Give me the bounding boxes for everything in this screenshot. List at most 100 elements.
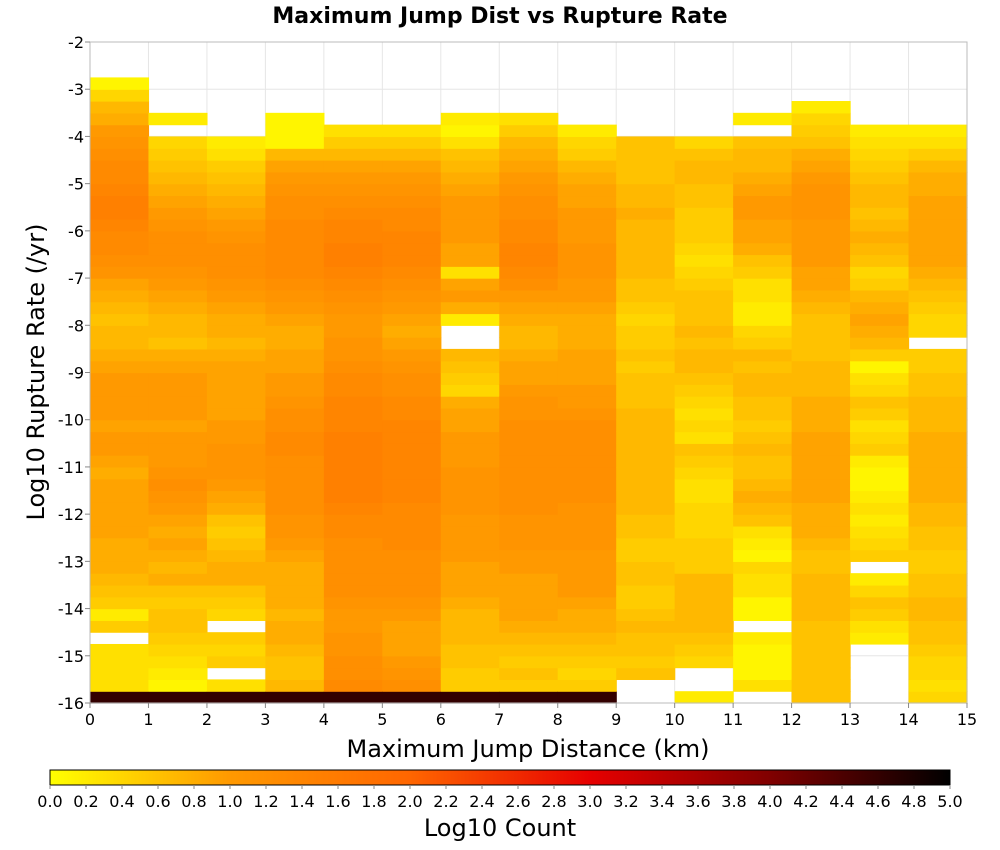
heatmap-cell [616,278,676,291]
heatmap-cell [440,655,500,669]
heatmap-cell [674,537,734,551]
heatmap-cell [791,124,851,138]
heatmap-cell [148,337,208,350]
heatmap-cell [791,478,851,492]
heatmap-cell [616,407,676,421]
heatmap-cell [791,337,851,350]
heatmap-cell [674,655,734,669]
heatmap-cell [557,407,617,421]
heatmap-cell [674,313,734,326]
heatmap-cell [265,632,325,645]
heatmap-cell [382,466,442,480]
heatmap-cell [148,313,208,326]
heatmap-cell [791,655,851,669]
heatmap-cell [90,101,150,114]
heatmap-cell [90,219,150,232]
heatmap-cell [557,301,617,315]
heatmap-cell [791,643,851,657]
colorbar-tick-label: 2.0 [397,792,422,811]
heatmap-cell [733,278,793,291]
x-tick-label: 9 [611,710,621,729]
heatmap-cell [908,124,968,138]
heatmap-cell [440,289,500,303]
colorbar-tick-label: 1.0 [217,792,242,811]
heatmap-cell [265,207,325,220]
heatmap-cell [90,443,150,456]
heatmap-cell [674,419,734,433]
heatmap-cell [908,502,968,515]
heatmap-cell [382,573,442,586]
heatmap-cell [557,655,617,669]
colorbar-tick-label: 5.0 [937,792,962,811]
heatmap-cell [382,584,442,598]
heatmap-cell [733,514,793,527]
heatmap-cell [440,396,500,409]
y-tick-label: -5 [68,175,84,194]
heatmap-cell [908,431,968,444]
heatmap-cell [206,443,266,456]
heatmap-cell [323,372,383,385]
heatmap-cell [323,325,383,338]
heatmap-cell [850,620,910,633]
heatmap-cell [90,160,150,173]
heatmap-cell [499,337,559,350]
heatmap-cell [616,325,676,338]
heatmap-cell [791,219,851,232]
heatmap-cell [440,148,500,161]
x-tick-label: 1 [143,710,153,729]
heatmap-cell [908,313,968,326]
heatmap-cell [733,254,793,267]
heatmap-cell [733,136,793,149]
heatmap-cell [90,112,150,126]
heatmap-cell [440,667,500,680]
heatmap-cell [557,514,617,527]
heatmap-cell [791,537,851,551]
heatmap-cell [440,525,500,539]
heatmap-cell [674,219,734,232]
heatmap-cell [674,207,734,220]
heatmap-cell [557,537,617,551]
heatmap-cell [90,667,150,680]
heatmap-cell [323,514,383,527]
heatmap-cell [557,584,617,598]
heatmap-cell [616,608,676,621]
heatmap-cell [616,431,676,444]
heatmap-cell [206,254,266,267]
colorbar-ticks: 0.0 0.2 0.4 0.6 0.8 1.0 1.2 1.4 1.6 1.8 2.0 2.2 2.4 2… [37,785,963,811]
heatmap-cell [616,160,676,173]
heatmap-cell [90,372,150,385]
heatmap-cell [499,372,559,385]
heatmap-cell [206,584,266,598]
heatmap-cell [148,360,208,374]
heatmap-cell [499,301,559,315]
heatmap-cell [382,183,442,197]
heatmap-cell [148,183,208,197]
y-tick-label: -10 [58,411,84,430]
heatmap-cell [206,679,266,692]
heatmap-cell [90,525,150,539]
heatmap-cell [148,596,208,610]
heatmap-cell [440,301,500,315]
heatmap-cell [499,278,559,291]
heatmap-cell [323,655,383,669]
heatmap-cell [440,455,500,468]
heatmap-cell [499,207,559,220]
heatmap-cell [557,325,617,338]
heatmap-cell [674,136,734,149]
heatmap-cell [265,230,325,244]
heatmap-cell [440,620,500,633]
heatmap-cell [791,632,851,645]
heatmap-cell [440,632,500,645]
heatmap-cell [850,443,910,456]
heatmap-cell [323,691,383,704]
heatmap-cell [674,348,734,362]
heatmap-cell [206,549,266,562]
heatmap-cell [382,431,442,444]
y-tick-label: -12 [58,505,84,524]
heatmap-cell [616,455,676,468]
heatmap-cell [674,525,734,539]
heatmap-cell [908,419,968,433]
y-axis-ticks: -2 -3 -4 -5 -6 -7 -8 -9 -10 -11 -12 -13 -14 -15 -16 [58,33,90,713]
heatmap-cell [616,443,676,456]
heatmap-cell [616,254,676,267]
